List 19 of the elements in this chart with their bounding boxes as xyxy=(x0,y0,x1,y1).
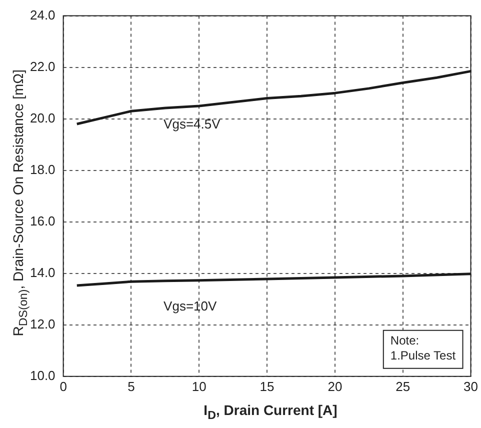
annotation: Vgs=4.5V xyxy=(164,116,221,132)
x-tick-label: 0 xyxy=(60,378,67,394)
y-tick-label: 10.0 xyxy=(30,368,56,383)
y-tick-label: 14.0 xyxy=(30,264,56,280)
x-axis-title: I$_{D}$, Drain Current [A] xyxy=(202,402,338,422)
x-tick-label: 5 xyxy=(128,378,135,394)
annotation: Note: 1.Pulse Test xyxy=(390,334,456,363)
x-tick-label: 30 xyxy=(464,378,478,394)
y-tick-label: 12.0 xyxy=(30,316,56,332)
x-tick-label: 25 xyxy=(396,378,410,394)
y-tick-label: 20.0 xyxy=(30,110,56,126)
x-tick-label: 20 xyxy=(328,378,342,394)
y-tick-label: 24.0 xyxy=(30,7,56,22)
y-tick-label: 18.0 xyxy=(30,162,56,177)
y-tick-label: 16.0 xyxy=(30,213,56,228)
y-tick-label: 22.0 xyxy=(30,58,56,74)
x-tick-label: 10 xyxy=(192,378,206,394)
x-tick-label: 15 xyxy=(260,378,274,394)
annotation: Vgs=10V xyxy=(164,298,217,314)
